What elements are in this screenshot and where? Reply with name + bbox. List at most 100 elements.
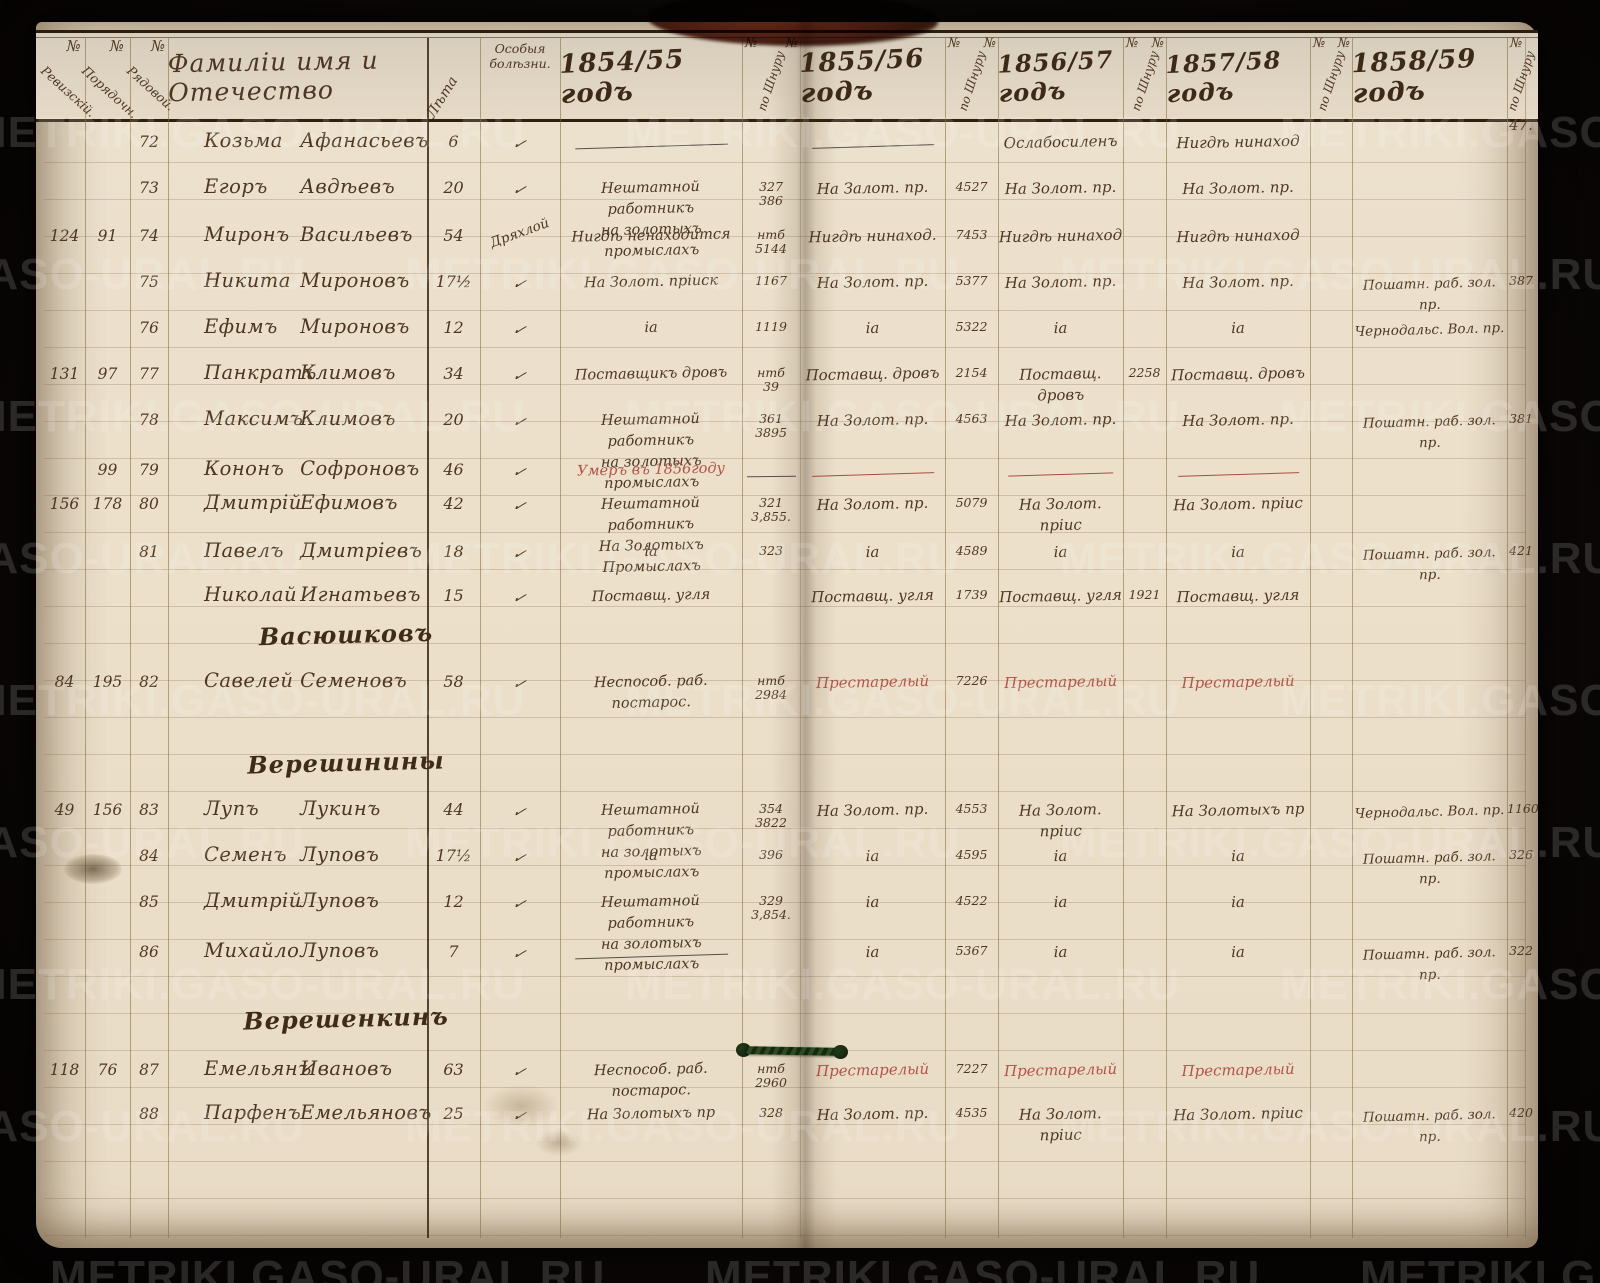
numero-sign: № <box>983 36 996 51</box>
column-line <box>1525 38 1526 1238</box>
cell-y54: Неспособ. раб. постарос. <box>593 1060 708 1100</box>
cell-s55: 4535 <box>955 1105 988 1120</box>
cell-y55: На Золот. пр. <box>816 493 929 515</box>
first-name: Панкратъ <box>204 361 317 384</box>
cell-ord: 76 <box>97 1061 118 1079</box>
check-mark: ✓ <box>509 588 529 608</box>
table-row: 156 178 80 Дмитрій Ефимовъ 42 ✓ Нештатной работ… <box>36 490 1538 576</box>
cell-y55: Поставщ. угля <box>810 585 935 607</box>
cell-num: 87 <box>139 1061 159 1079</box>
cell-y58: Пошатн. раб. зол. пр. <box>1362 848 1496 888</box>
cell-s55: 2154 <box>955 365 988 380</box>
cell-health: ✓ <box>480 1100 560 1127</box>
check-mark: ✓ <box>509 802 529 822</box>
cell-y56: Поставщ. угля <box>998 585 1123 607</box>
patronymic: Ефимовъ <box>300 491 398 514</box>
table-row: 99 79 Кононъ Софроновъ 46 ✓ Умеръ въ 1856году <box>36 456 1538 502</box>
cell-y57: ia <box>1230 942 1246 962</box>
first-name: Максимъ <box>204 407 304 430</box>
table-row: Николай Игнатьевъ 15 ✓ Поставщ. угля Поставщ.… <box>36 582 1538 628</box>
cell-y57: Престарелый <box>1181 671 1295 693</box>
check-mark: ✓ <box>509 544 529 564</box>
patronymic: Ивановъ <box>300 1057 393 1080</box>
cell-y58: Пошатн. раб. зол. пр. <box>1362 1106 1496 1146</box>
cell-y55: ia <box>865 846 880 866</box>
cell-s55: 1739 <box>955 587 988 602</box>
cell-health: ✓ <box>480 268 560 295</box>
cell-age: 20 <box>443 178 464 197</box>
check-mark: ✓ <box>509 180 529 200</box>
cell-y58: Пошатн. раб. зол. пр. <box>1362 544 1496 584</box>
cell-y55: ia <box>865 318 880 338</box>
patronymic: Луповъ <box>300 843 380 866</box>
cell-y54: Умеръ въ 1856году <box>576 460 726 480</box>
cell-y57: ia <box>1230 846 1246 866</box>
cell-num: 78 <box>139 411 159 429</box>
cell-s54: нтб 39 <box>757 365 785 394</box>
cell-rev: 84 <box>54 673 75 691</box>
cell-rev: 124 <box>49 227 80 245</box>
cell-y55: Престарелый <box>815 671 930 693</box>
patronymic: Климовъ <box>300 361 396 384</box>
cell-y57: На Золот. пр. <box>1182 271 1294 293</box>
cell-y57: Нигдѣ нинаход <box>1176 225 1300 247</box>
check-mark: ✓ <box>509 1106 529 1126</box>
first-name: Кононъ <box>204 457 285 480</box>
dash-entry <box>574 953 728 960</box>
cell-y58: Чернодальс. Вол. пр. <box>1354 320 1505 340</box>
cell-num: 81 <box>139 543 159 561</box>
cell-y56: ia <box>1053 542 1068 562</box>
table-row: 76 Ефимъ Мироновъ 12 ✓ ia 1119 ia 5322 ia ia Чернод… <box>36 314 1538 360</box>
cell-s58: 381 <box>1509 411 1533 426</box>
cell-health: ✓ <box>480 888 560 915</box>
column-line <box>945 38 946 1238</box>
cell-num: 76 <box>139 319 159 337</box>
column-line <box>800 38 801 1238</box>
cell-y56: На Золот. пріис <box>1018 1104 1102 1145</box>
cell-y56: На Золот. пріис <box>1018 494 1102 535</box>
cell-health: ✓ <box>480 796 560 823</box>
cell-age: 20 <box>443 410 464 429</box>
first-name: Дмитрій <box>204 889 302 912</box>
cell-s54: 361 3895 <box>755 411 787 440</box>
ledger-book-spread: № Ревизскій. № Порядочн. № Рядовой. Фами… <box>36 22 1539 1248</box>
patronymic: Авдѣевъ <box>300 175 396 198</box>
cell-s55: 4563 <box>955 411 988 426</box>
numero-sign: № <box>948 36 961 51</box>
cell-age: 12 <box>443 892 464 911</box>
column-line <box>1507 38 1508 1238</box>
cell-y56: На Золот. пр. <box>1004 271 1117 293</box>
cell-y56: ia <box>1053 318 1068 338</box>
cell-s54: 323 <box>759 543 783 558</box>
cell-y55: Нигдѣ нинаход. <box>808 225 937 247</box>
check-mark: ✓ <box>509 134 529 154</box>
cell-health: ✓ <box>480 456 560 483</box>
cell-y57: На Золот. пр. <box>1182 177 1294 199</box>
column-line <box>480 38 481 1238</box>
cell-s55: 7227 <box>955 1061 988 1076</box>
cell-s58: 387 <box>1509 273 1533 288</box>
check-mark: ✓ <box>509 366 529 386</box>
cell-y55: На Золот. пр. <box>816 409 929 431</box>
table-row: 124 91 74 Миронъ Васильевъ 54 Дряхлой Нигдѣ нен… <box>36 215 1538 268</box>
table-row: 118 76 87 Емельянъ Ивановъ 63 ✓ Неспособ. раб. … <box>36 1056 1538 1102</box>
cell-y55 <box>800 454 945 477</box>
cell-num: 73 <box>139 179 159 197</box>
cell-health: Дряхлой <box>480 215 560 251</box>
table-row: 84 195 82 Савелей Семеновъ 58 ✓ Неспособ. раб. … <box>36 668 1538 714</box>
cell-s58: 322 <box>1509 943 1533 958</box>
cell-y57: Поставщ. угля <box>1176 585 1300 607</box>
cell-s54: 328 <box>759 1105 783 1120</box>
table-row: 88 Парфенъ Емельяновъ 25 ✓ На Золотыхъ пр 328 Н… <box>36 1100 1538 1146</box>
cell-s55: 4522 <box>955 893 988 908</box>
patronymic: Софроновъ <box>300 457 420 480</box>
cell-y58: Пошатн. раб. зол. пр. <box>1362 412 1496 452</box>
watermark-text: METRIKI.GASO-URAL.RU <box>50 1252 606 1283</box>
cell-y54: Поставщикъ дровъ <box>574 364 728 384</box>
first-name: Михайло <box>204 939 300 962</box>
cell-s55: 7453 <box>955 227 988 242</box>
cell-s55: 4553 <box>955 801 988 816</box>
cell-age: 63 <box>443 1060 464 1079</box>
cell-age: 44 <box>443 800 464 819</box>
family-section-title: Верешинины <box>246 745 446 780</box>
